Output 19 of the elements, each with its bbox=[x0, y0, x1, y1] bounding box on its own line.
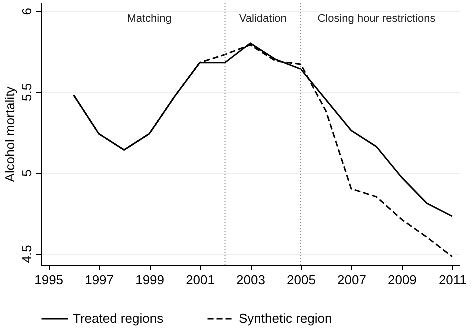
x-tick-label: 1995 bbox=[34, 272, 64, 288]
x-tick-label: 2007 bbox=[338, 272, 366, 288]
x-tick-label: 1997 bbox=[85, 272, 114, 288]
x-tick-label: 1999 bbox=[136, 272, 164, 288]
annotation: Validation bbox=[239, 13, 287, 25]
x-tick-label: 2001 bbox=[186, 272, 215, 288]
x-tick-label: 2009 bbox=[388, 272, 417, 288]
y-tick-label: 5.5 bbox=[20, 83, 34, 102]
x-tick-label: 2005 bbox=[287, 272, 316, 288]
y-axis-title: Alcohol mortality bbox=[2, 86, 18, 182]
annotation: Matching bbox=[127, 13, 172, 25]
legend-label: Synthetic region bbox=[239, 311, 332, 326]
legend-label: Treated regions bbox=[73, 311, 164, 326]
y-tick-label: 6 bbox=[20, 8, 34, 16]
y-tick-label: 4.5 bbox=[20, 245, 34, 264]
annotation: Closing hour restrictions bbox=[318, 13, 436, 25]
y-tick-label: 5 bbox=[20, 170, 34, 177]
x-tick-label: 2003 bbox=[236, 272, 266, 288]
x-tick-label: 2011 bbox=[438, 272, 467, 288]
